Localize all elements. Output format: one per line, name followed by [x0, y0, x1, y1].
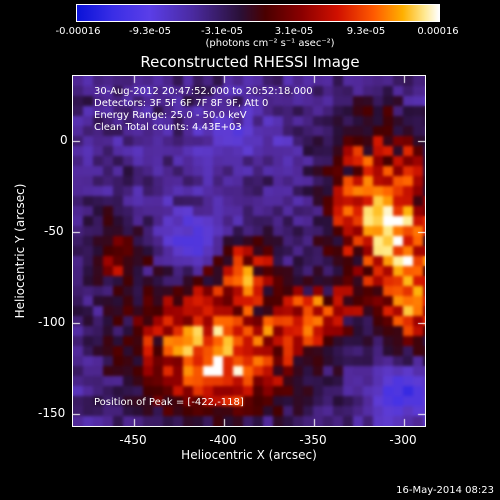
timestamp: 16-May-2014 08:23	[396, 485, 494, 496]
y-tick-label: -150	[38, 406, 66, 420]
info-peak: Position of Peak = [-422,-118]	[94, 397, 244, 408]
colorbar-tick: -3.1e-05	[201, 26, 243, 37]
x-tick-label: -300	[389, 433, 417, 447]
x-tick-label: -450	[119, 433, 147, 447]
colorbar-tick: 9.3e-05	[346, 26, 386, 37]
info-clean: Clean Total counts: 4.43E+03	[94, 122, 242, 133]
info-time: 30-Aug-2012 20:47:52.000 to 20:52:18.000	[94, 86, 313, 97]
colorbar-tick: -9.3e-05	[129, 26, 171, 37]
plot-title: Reconstructed RHESSI Image	[140, 53, 360, 71]
y-tick-label: 0	[60, 133, 68, 147]
colorbar	[76, 4, 440, 22]
y-axis-label: Heliocentric Y (arcsec)	[13, 183, 27, 319]
y-tick-label: -100	[38, 315, 66, 329]
x-tick-label: -350	[299, 433, 327, 447]
colorbar-tick: -0.00016	[55, 26, 101, 37]
heatmap-image	[73, 76, 425, 426]
info-detectors: Detectors: 3F 5F 6F 7F 8F 9F, Att 0	[94, 98, 269, 109]
x-tick-label: -400	[209, 433, 237, 447]
colorbar-tick: 3.1e-05	[274, 26, 314, 37]
x-axis-label: Heliocentric X (arcsec)	[181, 448, 317, 462]
info-energy: Energy Range: 25.0 - 50.0 keV	[94, 110, 247, 121]
y-tick-label: -50	[44, 224, 64, 238]
image-panel	[72, 75, 426, 427]
colorbar-units: (photons cm⁻² s⁻¹ asec⁻²)	[205, 38, 335, 49]
colorbar-tick: 0.00016	[417, 26, 459, 37]
